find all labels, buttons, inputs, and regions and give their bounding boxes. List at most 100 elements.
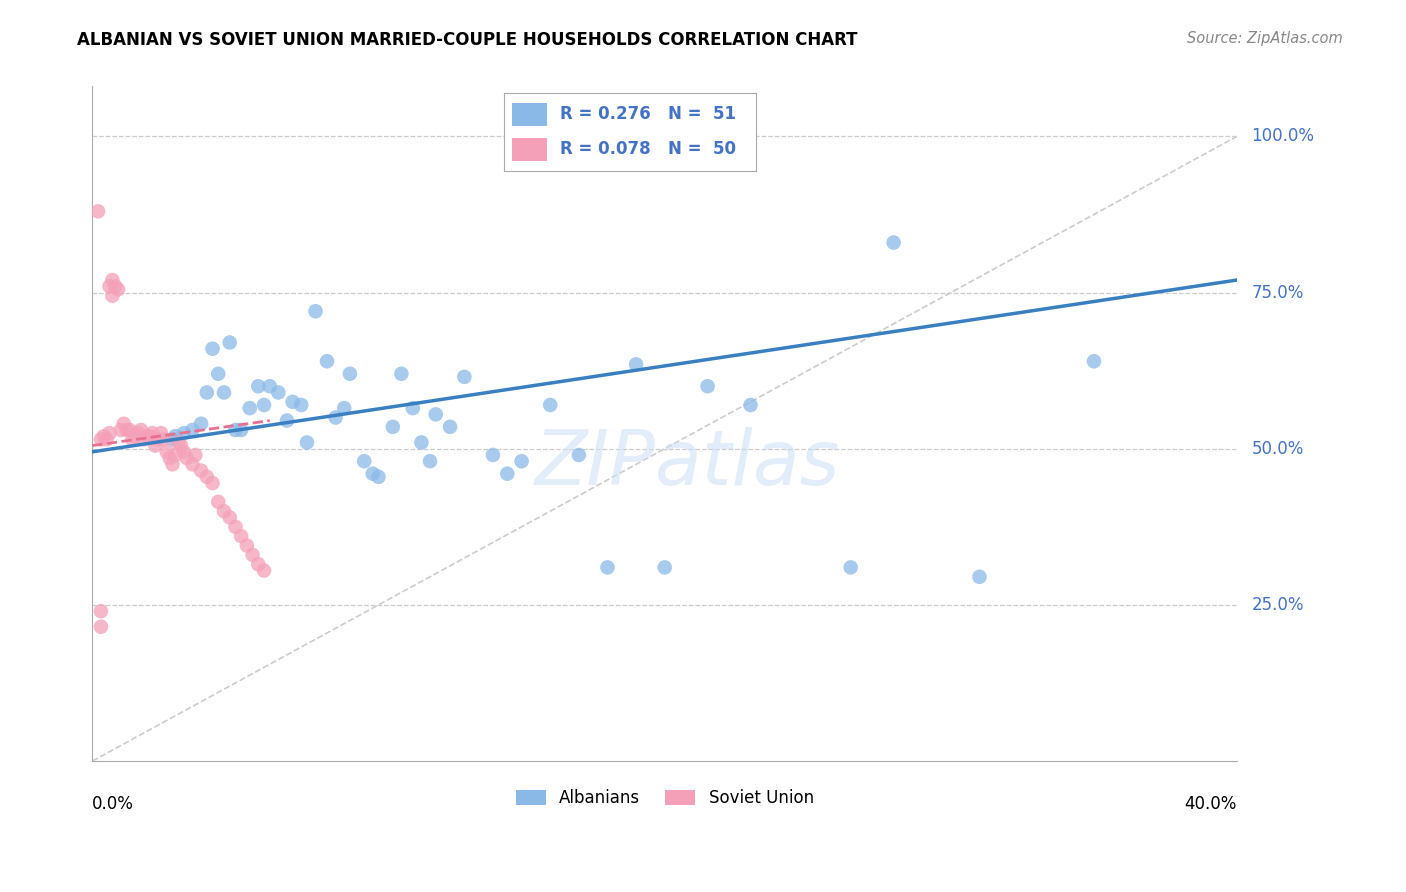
Text: Source: ZipAtlas.com: Source: ZipAtlas.com — [1187, 31, 1343, 46]
Point — [696, 379, 718, 393]
Point — [162, 433, 184, 447]
Point — [402, 401, 425, 416]
Text: ALBANIAN VS SOVIET UNION MARRIED-COUPLE HOUSEHOLDS CORRELATION CHART: ALBANIAN VS SOVIET UNION MARRIED-COUPLE … — [77, 31, 858, 49]
Point — [304, 304, 326, 318]
Point — [132, 433, 155, 447]
Text: ZIPatlas: ZIPatlas — [534, 427, 841, 501]
Point — [361, 467, 384, 481]
Point — [173, 445, 195, 459]
Point — [201, 476, 224, 491]
Text: 75.0%: 75.0% — [1251, 284, 1303, 301]
Point — [654, 560, 676, 574]
Point — [184, 448, 207, 462]
Point — [165, 448, 187, 462]
Point — [839, 560, 862, 574]
Point — [1083, 354, 1105, 368]
Point — [159, 451, 181, 466]
Legend: Albanians, Soviet Union: Albanians, Soviet Union — [509, 782, 820, 814]
Point — [482, 448, 505, 462]
Point — [190, 417, 212, 431]
Point — [118, 423, 141, 437]
Text: 50.0%: 50.0% — [1251, 440, 1303, 458]
Point — [212, 385, 235, 400]
Point — [231, 529, 253, 543]
Point — [104, 279, 127, 293]
Point — [98, 426, 121, 441]
Point — [267, 385, 290, 400]
Point — [295, 435, 318, 450]
Point — [247, 379, 270, 393]
Point — [353, 454, 375, 468]
Point — [496, 467, 519, 481]
Point — [381, 420, 404, 434]
Point — [425, 408, 447, 422]
Point — [167, 435, 190, 450]
Point — [141, 426, 163, 441]
Point — [93, 429, 115, 443]
Point — [339, 367, 361, 381]
Point — [153, 433, 176, 447]
Point — [135, 429, 157, 443]
Point — [98, 279, 121, 293]
Point — [207, 495, 229, 509]
Point — [510, 454, 533, 468]
Point — [195, 470, 218, 484]
Point — [253, 398, 276, 412]
Point — [90, 620, 112, 634]
Point — [259, 379, 281, 393]
Point — [195, 385, 218, 400]
Point — [127, 426, 149, 441]
Point — [239, 401, 262, 416]
Text: 0.0%: 0.0% — [93, 796, 134, 814]
Point — [389, 367, 412, 381]
Point — [596, 560, 619, 574]
Point — [190, 464, 212, 478]
Point — [87, 204, 110, 219]
Point — [170, 439, 193, 453]
Point — [96, 433, 118, 447]
Point — [201, 342, 224, 356]
Point — [101, 273, 124, 287]
Point — [124, 429, 146, 443]
Point — [247, 558, 270, 572]
Point — [224, 423, 246, 437]
Point — [176, 451, 198, 466]
Point — [624, 357, 647, 371]
Point — [224, 520, 246, 534]
Point — [90, 433, 112, 447]
Text: 40.0%: 40.0% — [1185, 796, 1237, 814]
Point — [281, 395, 304, 409]
Point — [143, 439, 166, 453]
Point — [419, 454, 441, 468]
Point — [231, 423, 253, 437]
Point — [181, 423, 204, 437]
Point — [107, 282, 129, 296]
Point — [538, 398, 561, 412]
Point — [439, 420, 461, 434]
Text: 25.0%: 25.0% — [1251, 596, 1303, 614]
Point — [181, 458, 204, 472]
Point — [165, 429, 187, 443]
Point — [112, 417, 135, 431]
Point — [333, 401, 356, 416]
Point — [207, 367, 229, 381]
Point — [212, 504, 235, 518]
Point — [411, 435, 433, 450]
Point — [129, 423, 152, 437]
Point — [138, 429, 160, 443]
Point — [290, 398, 312, 412]
Point — [162, 458, 184, 472]
Point — [218, 335, 240, 350]
Point — [253, 564, 276, 578]
Point — [101, 288, 124, 302]
Point — [218, 510, 240, 524]
Point — [156, 445, 179, 459]
Point — [110, 423, 132, 437]
Point — [325, 410, 347, 425]
Text: 100.0%: 100.0% — [1251, 128, 1315, 145]
Point — [453, 369, 475, 384]
Point — [367, 470, 389, 484]
Point — [236, 539, 259, 553]
Point — [173, 426, 195, 441]
Point — [969, 570, 991, 584]
